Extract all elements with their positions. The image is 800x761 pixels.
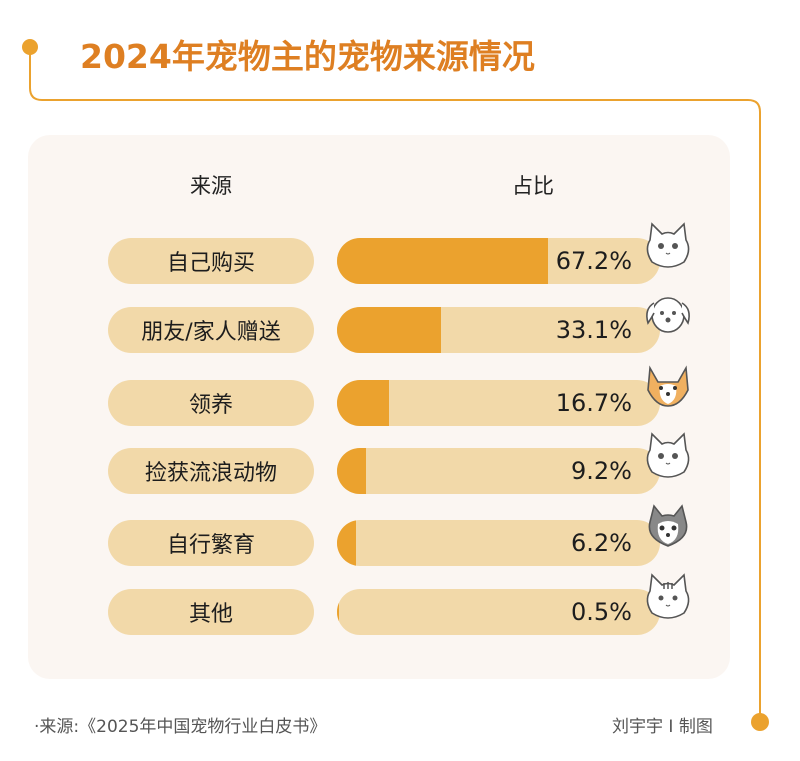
bar-row: 捡获流浪动物 9.2% <box>0 432 800 494</box>
value-label: 6.2% <box>571 529 632 557</box>
column-header-source: 来源 <box>190 174 232 198</box>
corgi-icon <box>647 365 689 407</box>
bar-fill <box>337 520 357 566</box>
bar-fill <box>337 380 390 426</box>
value-label: 0.5% <box>571 598 632 626</box>
chart-title: 2024年宠物主的宠物来源情况 <box>80 37 535 76</box>
category-label: 自行繁育 <box>108 520 314 566</box>
value-label: 16.7% <box>555 389 632 417</box>
value-label: 33.1% <box>555 316 632 344</box>
tabby-cat-icon <box>646 573 690 619</box>
end-dot-icon <box>751 713 769 731</box>
bar-fill <box>337 589 339 635</box>
bar-row: 自行繁育 6.2% <box>0 504 800 566</box>
bar-track: 0.5% <box>337 589 660 635</box>
bar-row: 朋友/家人赠送 33.1% <box>0 297 800 353</box>
credit: 刘宇宇 I 制图 <box>612 717 713 737</box>
category-label: 朋友/家人赠送 <box>108 307 314 353</box>
bar-fill <box>337 307 441 353</box>
bar-row: 领养 16.7% <box>0 365 800 426</box>
category-label: 捡获流浪动物 <box>108 448 314 494</box>
cat-icon <box>646 222 690 268</box>
bar-track: 6.2% <box>337 520 660 566</box>
value-label: 67.2% <box>555 247 632 275</box>
category-label: 其他 <box>108 589 314 635</box>
bar-fill <box>337 448 366 494</box>
bar-track: 67.2% <box>337 238 660 284</box>
bar-row: 其他 0.5% <box>0 573 800 635</box>
bar-track: 33.1% <box>337 307 660 353</box>
value-label: 9.2% <box>571 457 632 485</box>
category-label: 自己购买 <box>108 238 314 284</box>
category-label: 领养 <box>108 380 314 426</box>
husky-icon <box>648 504 688 547</box>
cat-icon <box>646 432 690 478</box>
bar-track: 9.2% <box>337 448 660 494</box>
bar-track: 16.7% <box>337 380 660 426</box>
bar-fill <box>337 238 548 284</box>
column-header-share: 占比 <box>512 174 554 198</box>
source-note: ·来源:《2025年中国宠物行业白皮书》 <box>34 717 327 737</box>
bar-row: 自己购买 67.2% <box>0 222 800 284</box>
dog-icon <box>646 297 690 333</box>
